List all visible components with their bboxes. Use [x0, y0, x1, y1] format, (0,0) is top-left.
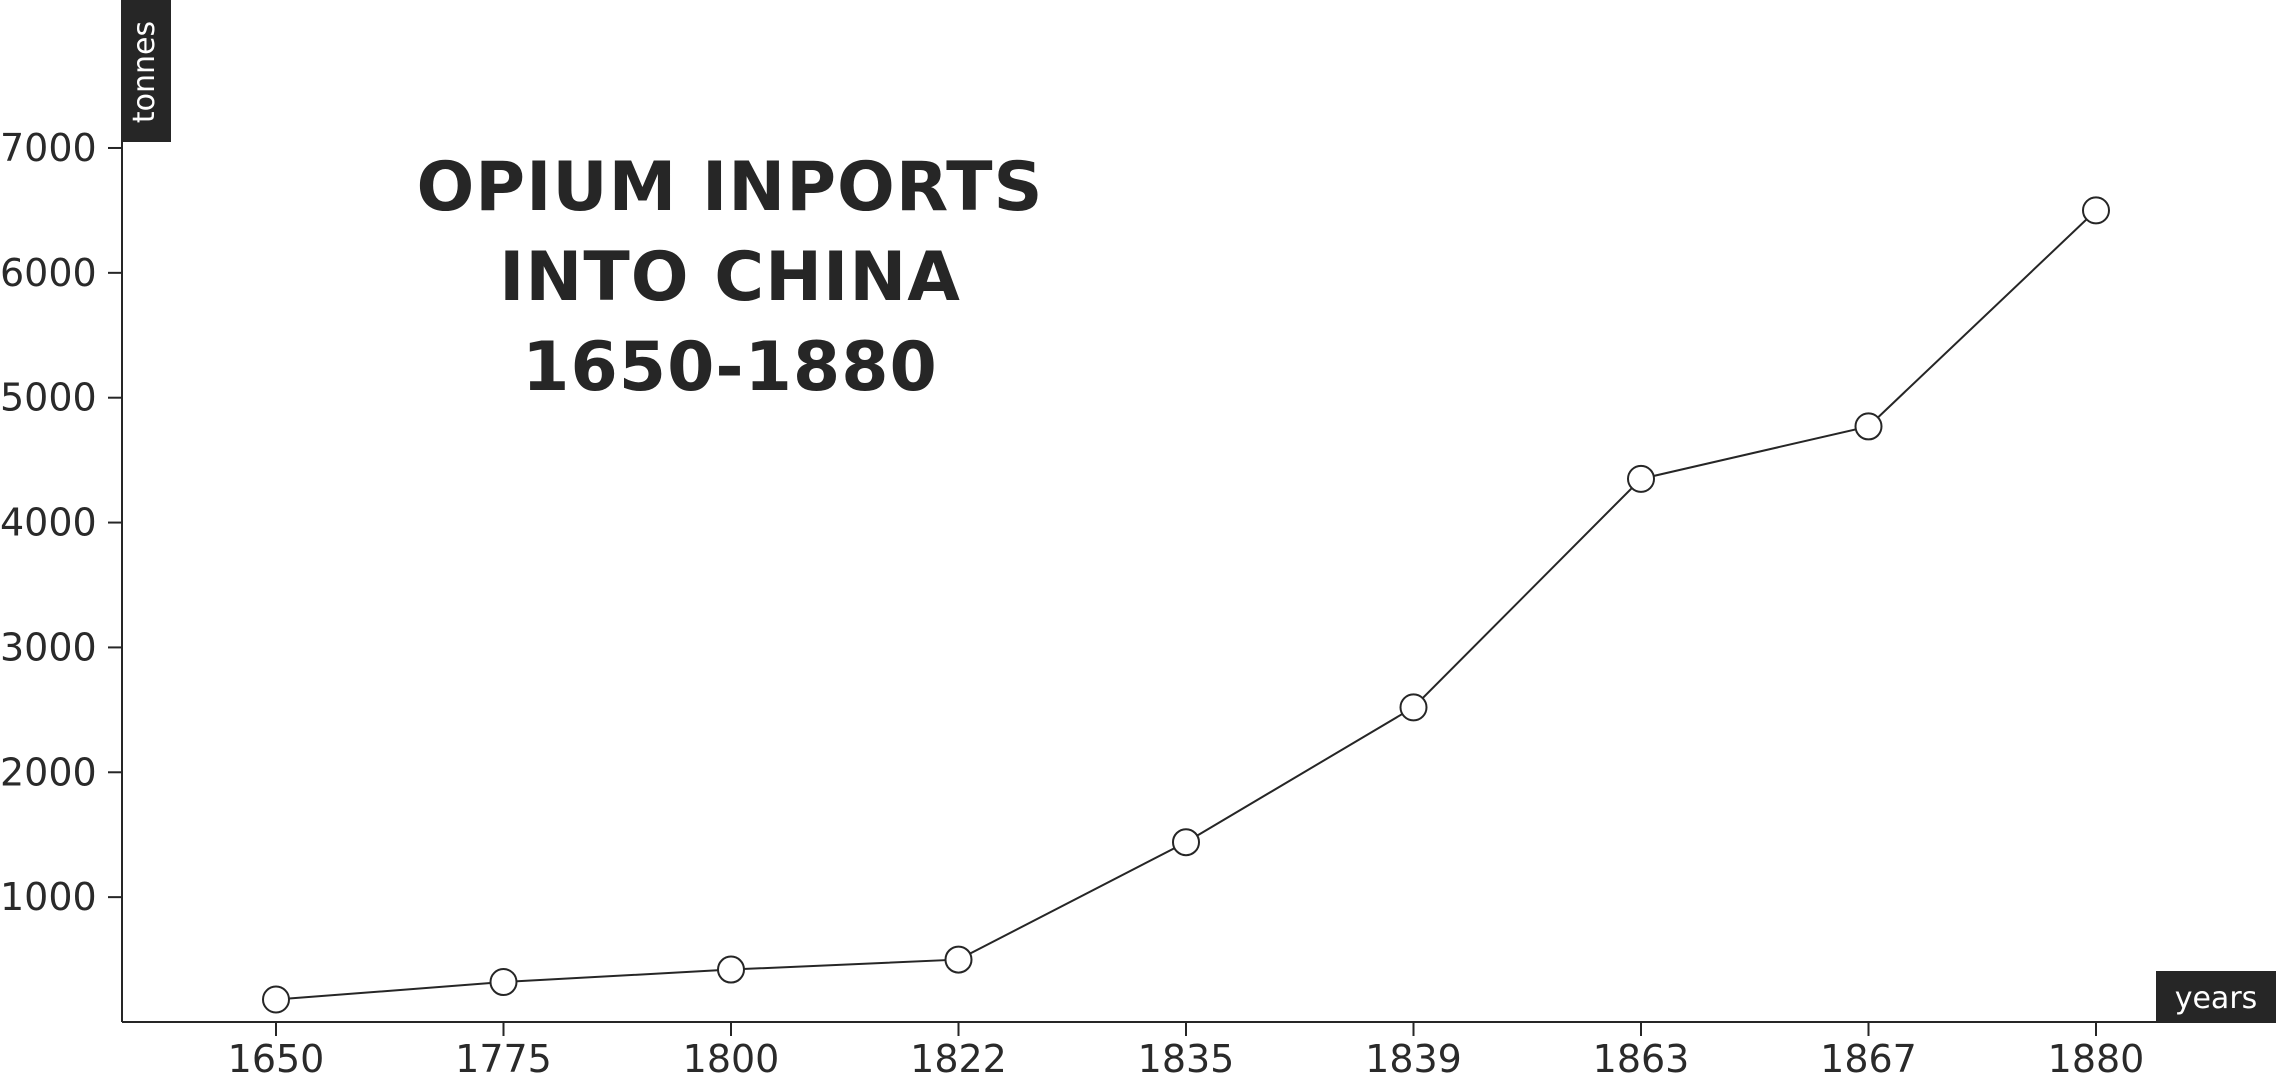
- x-tick-label: 1880: [2048, 1037, 2145, 1074]
- data-point-1650: [262, 985, 290, 1014]
- data-point-1867: [1854, 412, 1883, 441]
- x-tick-label: 1800: [683, 1037, 780, 1074]
- y-tick-label: 1000: [0, 875, 97, 919]
- y-tick-label: 3000: [0, 625, 97, 669]
- y-tick-label: 2000: [0, 750, 97, 794]
- x-tick-label: 1650: [228, 1037, 325, 1074]
- y-axis-ticks: 1000 2000 3000 4000 5000 6000 7000: [0, 126, 122, 919]
- y-tick-label: 7000: [0, 126, 97, 170]
- y-tick-label: 4000: [0, 501, 97, 545]
- x-axis-ticks: 1650 1775 1800 1822 1835 1839 1863 1867 1880: [228, 1022, 2145, 1074]
- chart-title-line-3: 1650-1880: [522, 328, 938, 407]
- data-point-1800: [717, 955, 745, 984]
- chart-title-line-2: INTO CHINA: [499, 238, 961, 317]
- chart-title-line-1: OPIUM INPORTS: [416, 148, 1043, 227]
- x-tick-label: 1835: [1138, 1037, 1235, 1074]
- y-tick-label: 6000: [0, 251, 97, 295]
- data-point-1775: [489, 968, 518, 997]
- axes: [121, 0, 2276, 1023]
- x-tick-label: 1839: [1365, 1037, 1462, 1074]
- x-tick-label: 1867: [1820, 1037, 1917, 1074]
- x-tick-label: 1775: [455, 1037, 552, 1074]
- x-axis-label: years: [2156, 971, 2276, 1023]
- x-tick-label: 1822: [910, 1037, 1007, 1074]
- data-point-1835: [1172, 828, 1200, 857]
- y-tick-label: 5000: [0, 376, 97, 420]
- data-point-1880: [2082, 196, 2110, 225]
- y-axis-label: tonnes: [121, 0, 171, 142]
- x-axis-label-text: years: [2175, 981, 2258, 1016]
- data-point-1863: [1627, 464, 1655, 493]
- series-opium-imports: [262, 196, 2110, 1014]
- data-point-1822: [944, 945, 973, 974]
- y-axis-label-box: [121, 0, 171, 142]
- chart-title: OPIUM INPORTS INTO CHINA 1650-1880: [416, 148, 1043, 407]
- x-axis-label-box: [2156, 971, 2276, 1023]
- y-axis-label-text: tonnes: [127, 21, 162, 123]
- data-point-1839: [1399, 693, 1428, 722]
- x-tick-label: 1863: [1593, 1037, 1690, 1074]
